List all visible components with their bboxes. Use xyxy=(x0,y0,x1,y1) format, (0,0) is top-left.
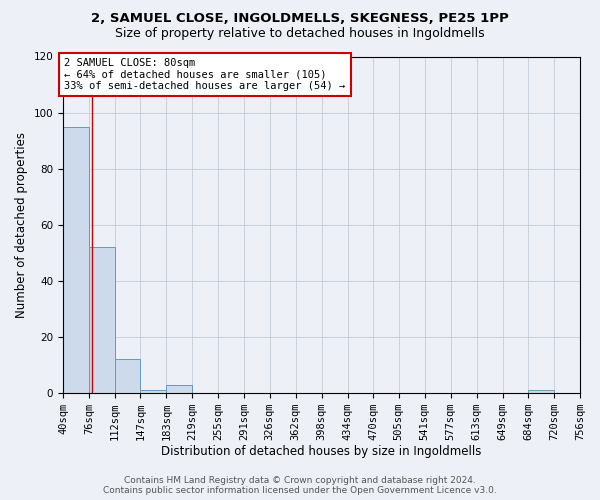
Bar xyxy=(166,384,192,393)
Bar xyxy=(140,390,166,393)
Text: 2, SAMUEL CLOSE, INGOLDMELLS, SKEGNESS, PE25 1PP: 2, SAMUEL CLOSE, INGOLDMELLS, SKEGNESS, … xyxy=(91,12,509,26)
Bar xyxy=(115,360,140,393)
Bar xyxy=(89,247,115,393)
Y-axis label: Number of detached properties: Number of detached properties xyxy=(15,132,28,318)
Bar xyxy=(63,126,89,393)
Text: Size of property relative to detached houses in Ingoldmells: Size of property relative to detached ho… xyxy=(115,28,485,40)
X-axis label: Distribution of detached houses by size in Ingoldmells: Distribution of detached houses by size … xyxy=(161,444,482,458)
Text: 2 SAMUEL CLOSE: 80sqm
← 64% of detached houses are smaller (105)
33% of semi-det: 2 SAMUEL CLOSE: 80sqm ← 64% of detached … xyxy=(64,58,346,91)
Bar xyxy=(528,390,554,393)
Text: Contains HM Land Registry data © Crown copyright and database right 2024.
Contai: Contains HM Land Registry data © Crown c… xyxy=(103,476,497,495)
